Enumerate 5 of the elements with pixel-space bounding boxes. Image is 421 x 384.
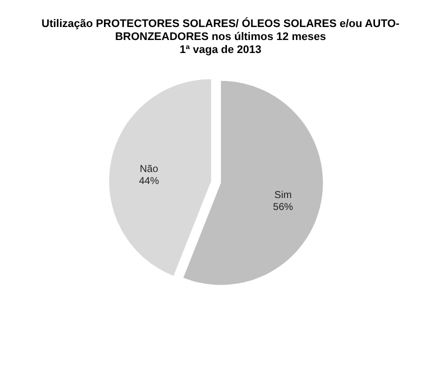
data-label: 56% xyxy=(273,202,294,213)
chart-title: Utilização PROTECTORES SOLARES/ ÓLEOS SOLARES e/ou AUTO- BRONZEADORES nos últimos 12 meses 1ª vaga de 2013 xyxy=(42,17,400,56)
slice-label: Sim xyxy=(274,190,292,201)
data-label: 44% xyxy=(138,176,160,188)
slice-label: Não xyxy=(140,164,159,176)
